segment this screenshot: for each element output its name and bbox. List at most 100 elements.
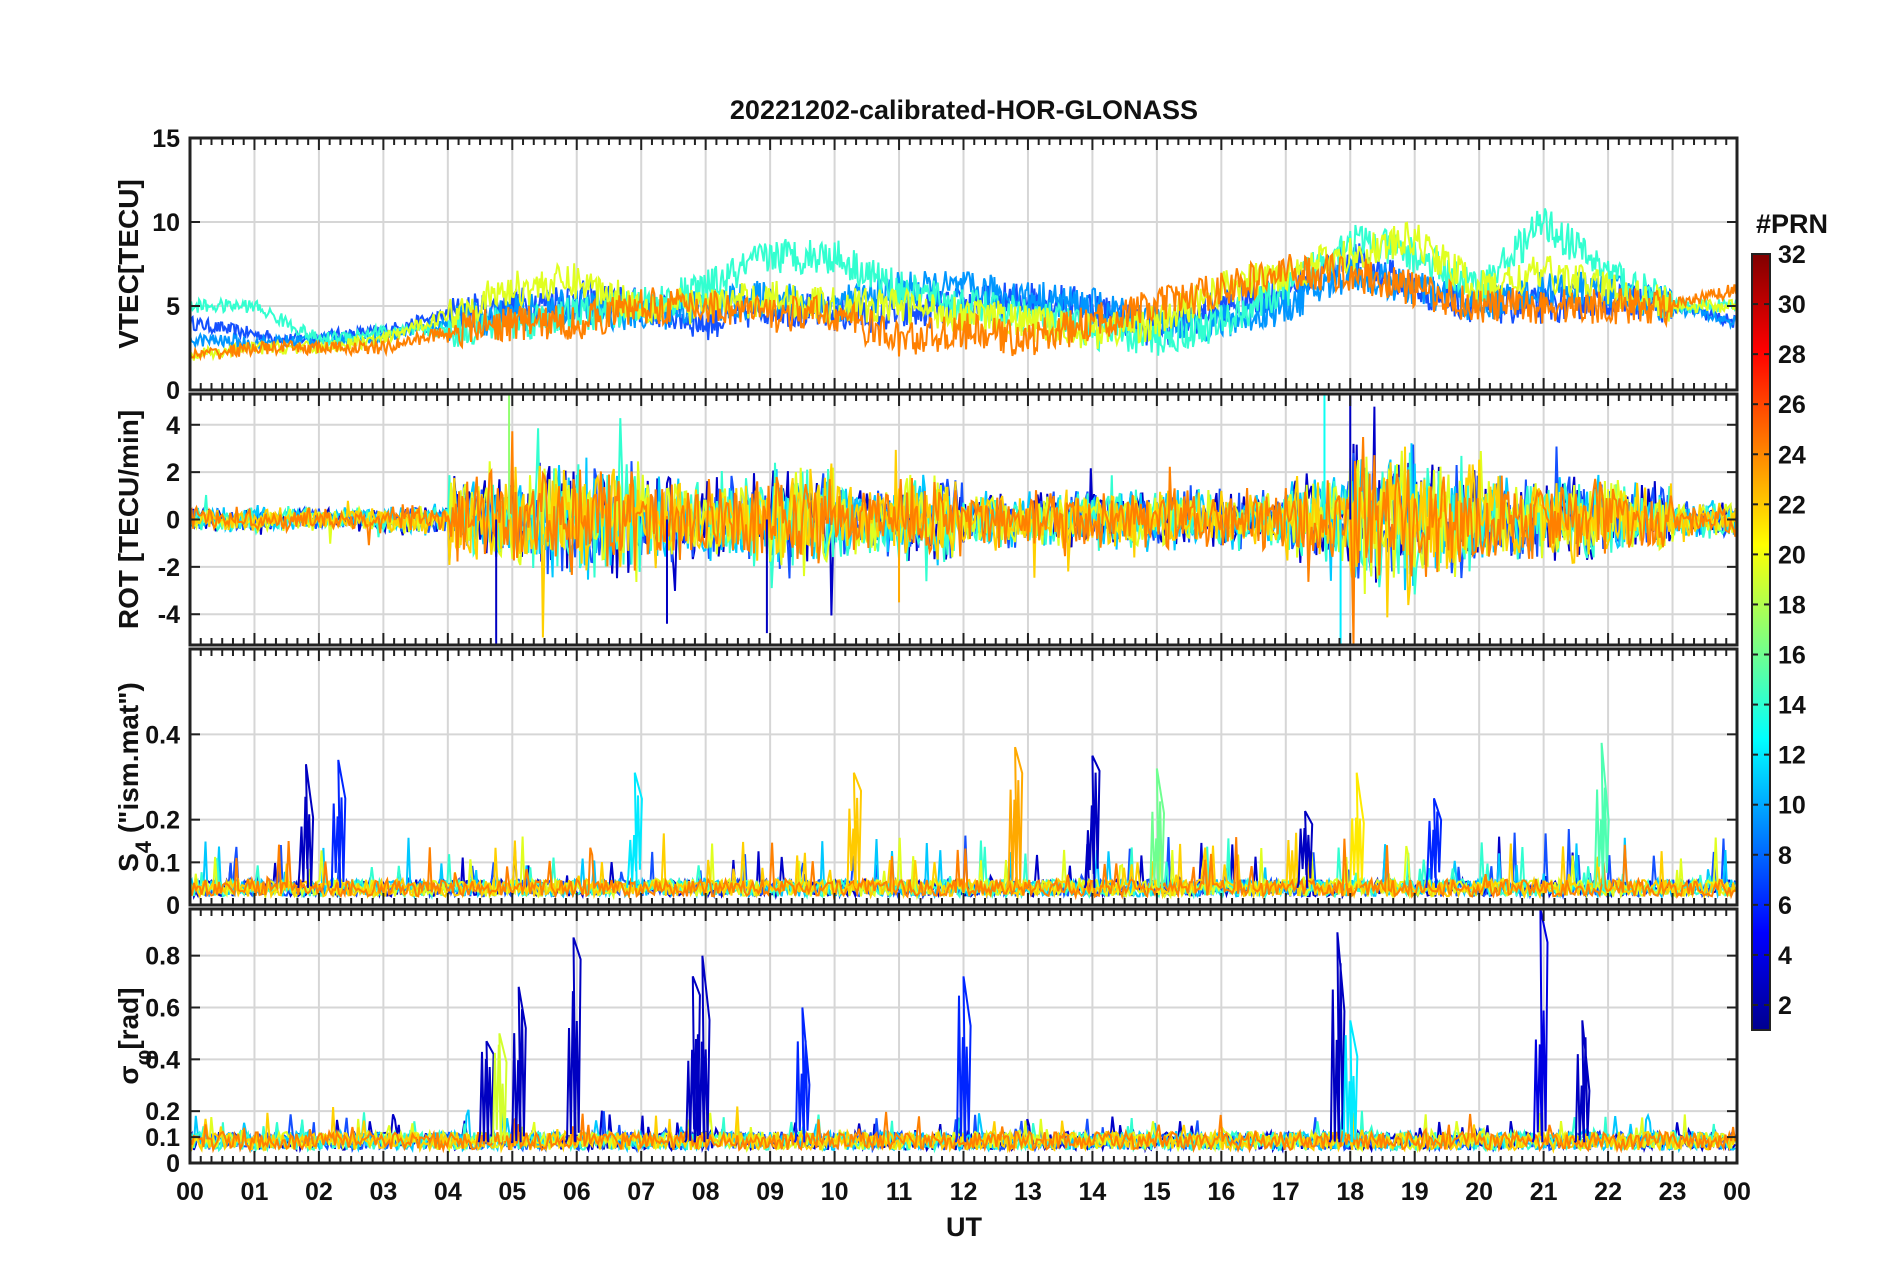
peak-burst [845,772,863,889]
x-tick-label: 00 [1723,1178,1751,1206]
peak-burst [1148,768,1166,889]
x-tick-label: 07 [627,1178,655,1206]
peak-burst [329,759,347,889]
colorbar-tick-label: 20 [1778,541,1806,569]
sigma-phi-series [189,1106,1737,1154]
data-lines [189,908,1737,1154]
colorbar-tick-label: 18 [1778,591,1806,619]
peak-burst [564,937,582,1143]
panel-s4: 0 0.1 0.2 0.4S4 ("ism.mat") [113,647,1739,920]
x-tick-label: 22 [1594,1178,1622,1206]
peak-burst [626,772,643,889]
colorbar-title: #PRN [1756,209,1828,239]
data-lines [189,394,1738,646]
y-tick-label: 0.6 [145,994,180,1022]
data-lines [189,208,1738,362]
panel-vtec: 0 5 10 15 VTEC[TECU] [113,125,1739,405]
peak-burst [1341,1020,1359,1143]
x-tick-label: 18 [1336,1178,1364,1206]
x-tick-label: 21 [1530,1178,1558,1206]
colorbar-tick-label: 16 [1778,642,1806,670]
peak-burst [693,955,711,1143]
y-tick-label: 0.2 [145,1098,180,1126]
peak-burst [1006,746,1024,889]
peak-burst [1573,1020,1591,1144]
peak-burst [793,1007,811,1143]
vtec-series-prn-23 [189,252,1738,362]
peak-burst [1296,810,1314,889]
colorbar-tick-label: 2 [1778,992,1792,1020]
rot-series [189,446,1738,638]
y-tick-label: -2 [158,554,180,582]
x-tick-label: 12 [950,1178,978,1206]
y-tick-label: 10 [152,209,180,237]
peak-burst [1348,772,1365,889]
s4-series [189,837,1736,901]
x-tick-labels: 00 01 02 03 04 05 06 07 08 09 10 11 12 13 14 15 16 17 18 19… [176,1178,1751,1206]
y-tick-label: 0.1 [145,1124,180,1152]
colorbar-tick-label: 8 [1778,842,1792,870]
y-tick-label: 0.1 [145,849,180,877]
y-axis-label: σφ[rad] [113,987,156,1084]
vtec-series-prn-19 [189,221,1738,362]
peak-burst [1425,797,1443,888]
colorbar-tick-label: 32 [1778,241,1806,269]
x-tick-label: 08 [692,1178,720,1206]
panel-rot: -4 -2 0 2 4 ROT [TECU/min] [113,392,1739,647]
y-tick-label: 0 [166,507,180,535]
peak-burst [954,976,972,1143]
x-tick-label: 09 [756,1178,784,1206]
peak-burst [1328,932,1346,1143]
x-tick-label: 02 [305,1178,333,1206]
colorbar-tick-label: 12 [1778,742,1806,770]
peak-burst [477,1040,495,1143]
colorbar-tick-label: 24 [1778,441,1806,469]
x-tick-label: 16 [1207,1178,1235,1206]
y-tick-label: 0.4 [145,721,180,749]
peak-burst [491,1033,508,1144]
y-tick-label: -4 [158,601,180,629]
peak-burst [1531,908,1549,1143]
peak-burst [1592,742,1610,888]
x-tick-label: 04 [434,1178,462,1206]
colorbar-gradient [1751,253,1771,1031]
sigma-phi-series [189,1111,1737,1154]
x-tick-label: 06 [563,1178,591,1206]
x-tick-label: 10 [821,1178,849,1206]
x-tick-label: 14 [1079,1178,1107,1206]
x-tick-label: 13 [1014,1178,1042,1206]
colorbar-tick-label: 28 [1778,341,1806,369]
x-tick-label: 01 [241,1178,269,1206]
y-axis-label: ROT [TECU/min] [113,410,144,629]
y-tick-label: 0.2 [145,807,180,835]
y-tick-label: 0 [166,1150,180,1178]
y-axis-label: S4 ("ism.mat") [113,682,156,872]
y-tick-label: 5 [166,293,180,321]
peak-burst [1083,755,1101,889]
colorbar-tick-label: 14 [1778,692,1806,720]
colorbar-tick-label: 4 [1778,942,1792,970]
colorbar-tick-label: 6 [1778,892,1792,920]
x-tick-label: 17 [1272,1178,1300,1206]
y-tick-label: 15 [152,125,180,153]
y-tick-label: 0 [166,377,180,405]
rot-series [189,431,1738,646]
x-tick-label: 00 [176,1178,204,1206]
x-tick-label: 03 [369,1178,397,1206]
peak-burst [297,764,315,888]
y-tick-label: 2 [166,459,180,487]
y-tick-label: 4 [166,412,180,440]
y-tick-label: 0.4 [145,1046,180,1074]
y-tick-label: 0 [166,892,180,920]
peak-burst [510,986,527,1144]
colorbar-tick-label: 30 [1778,291,1806,319]
colorbar-tick-label: 26 [1778,391,1806,419]
peak-burst [684,976,701,1143]
y-axis-label: VTEC[TECU] [113,179,144,349]
data-lines [189,742,1737,901]
x-tick-label: 05 [498,1178,526,1206]
colorbar-tick-label: 22 [1778,491,1806,519]
